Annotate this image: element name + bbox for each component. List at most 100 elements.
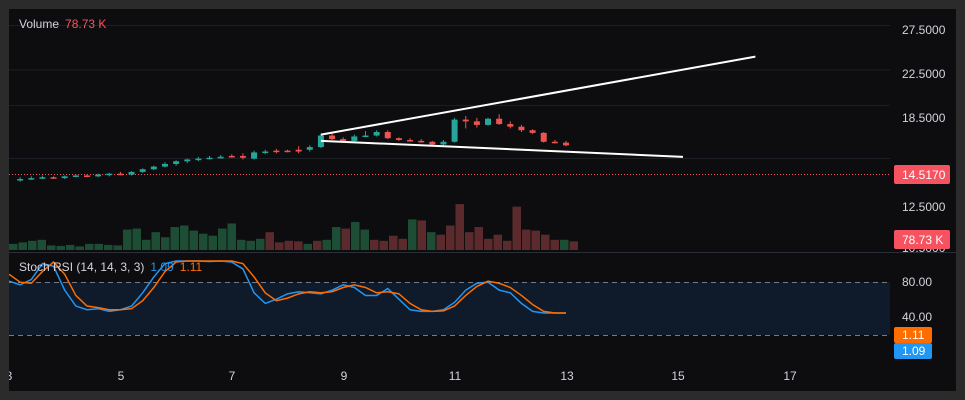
volume-bar <box>180 225 189 250</box>
candle-body <box>117 173 124 176</box>
candle-body <box>351 136 358 141</box>
price-axis[interactable]: 27.5000 22.5000 18.5000 12.5000 10.5000 … <box>894 23 950 255</box>
volume-bar <box>351 221 360 250</box>
candle-body <box>395 138 402 140</box>
candle-body <box>173 161 180 164</box>
volume-bar <box>417 220 426 250</box>
volume-bar <box>436 234 445 250</box>
trading-chart[interactable]: 27.5000 22.5000 18.5000 12.5000 10.5000 … <box>9 9 956 391</box>
volume-bar <box>541 234 550 250</box>
candle-body <box>128 171 135 175</box>
candle-body <box>28 178 35 180</box>
volume-bar <box>446 225 455 250</box>
candle-body <box>418 140 425 143</box>
volume-bar <box>227 223 236 250</box>
candle-body <box>462 119 469 122</box>
time-axis-label: 13 <box>560 369 574 383</box>
time-axis-label: 15 <box>671 369 685 383</box>
volume-bar <box>512 206 521 250</box>
chart-svg[interactable]: 27.5000 22.5000 18.5000 12.5000 10.5000 … <box>9 9 956 391</box>
candle-body <box>451 119 458 142</box>
trendlines[interactable] <box>320 55 756 158</box>
volume-bar <box>522 229 531 250</box>
volume-bar <box>28 240 37 250</box>
candle-body <box>485 118 492 125</box>
volume-bar <box>360 229 369 250</box>
stoch-rsi-d-value: 1.11 <box>179 260 203 274</box>
candle-body <box>206 157 213 160</box>
stoch-rsi-legend[interactable]: Stoch RSI (14, 14, 3, 3) 1.09 1.11 <box>19 260 202 274</box>
time-axis[interactable]: 3 5 7 9 11 13 15 17 <box>9 369 797 383</box>
candle-body <box>273 150 280 153</box>
volume-bar <box>379 240 388 250</box>
volume-bar <box>37 239 46 250</box>
volume-bar <box>85 243 94 250</box>
stoch-rsi-legend-label: Stoch RSI (14, 14, 3, 3) <box>19 260 145 274</box>
candle-body <box>61 176 68 179</box>
candle-body <box>239 155 246 158</box>
candle-body <box>161 163 168 167</box>
volume-bar <box>113 245 122 250</box>
volume-bar <box>484 238 493 250</box>
candle-body <box>329 135 336 140</box>
rsi-k-tag <box>894 343 932 359</box>
price-tag <box>894 165 950 184</box>
volume-bar <box>208 235 217 250</box>
volume-tag <box>894 230 950 249</box>
candle-body <box>373 132 380 136</box>
price-axis-label: 18.5000 <box>902 111 946 125</box>
rsi-axis-label: 80.00 <box>902 275 932 289</box>
candle-body <box>440 141 447 145</box>
volume-bar <box>284 240 293 250</box>
stoch-rsi-k-value: 1.09 <box>150 260 174 274</box>
candle-body <box>407 139 414 142</box>
volume-bar <box>47 245 56 250</box>
candle-body <box>72 175 79 177</box>
volume-bar <box>389 235 398 250</box>
volume-bar <box>265 232 274 250</box>
volume-bar <box>341 228 350 250</box>
price-axis-label: 22.5000 <box>902 67 946 81</box>
volume-bar <box>189 230 198 250</box>
candle-body <box>529 130 536 133</box>
candle-body <box>184 159 191 162</box>
candle-body <box>362 135 369 138</box>
candle-body <box>518 126 525 131</box>
candle-body <box>17 179 24 181</box>
volume-bar <box>151 232 160 250</box>
candle-body <box>95 174 102 177</box>
volume-bar <box>199 233 208 250</box>
volume-bar <box>275 242 284 250</box>
volume-bar <box>104 244 113 250</box>
volume-bar <box>474 227 483 250</box>
candle-body <box>284 150 291 153</box>
volume-tag-text: 78.73 K <box>902 233 943 247</box>
volume-bar <box>94 243 103 250</box>
volume-legend[interactable]: Volume 78.73 K <box>19 17 106 31</box>
rsi-d-tag-text: 1.11 <box>902 328 925 342</box>
candle-body <box>551 141 558 144</box>
rsi-d-tag <box>894 327 932 343</box>
stoch-rsi-lines <box>9 260 566 314</box>
candle-body <box>106 173 113 176</box>
volume-bar <box>313 240 322 250</box>
volume-bar <box>161 237 170 250</box>
volume-bar <box>332 227 341 250</box>
candle-body <box>563 142 569 146</box>
volume-bar <box>465 232 474 250</box>
price-tag-text: 14.5170 <box>902 168 946 182</box>
volume-bar <box>455 204 464 250</box>
rsi-axis[interactable]: 80.00 40.00 1.11 1.09 <box>894 275 932 359</box>
candle-body <box>429 141 436 145</box>
volume-bar <box>303 243 312 250</box>
candle-body <box>540 132 547 142</box>
candle-body <box>384 132 391 139</box>
candle-body <box>83 175 90 177</box>
trendline <box>320 55 756 136</box>
candle-body <box>139 169 146 172</box>
volume-bar <box>9 243 18 250</box>
time-axis-label: 9 <box>341 369 348 383</box>
volume-bar <box>256 238 265 250</box>
rsi-axis-label: 40.00 <box>902 310 932 324</box>
candle-body <box>507 124 514 127</box>
